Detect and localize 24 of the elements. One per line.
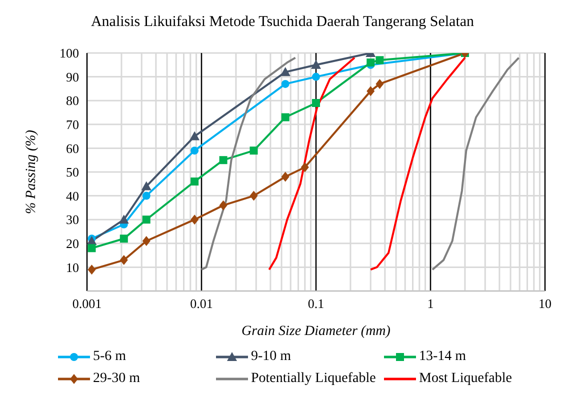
chart-title: Analisis Likuifaksi Metode Tsuchida Daerah Tangerang Selatan [90, 14, 474, 30]
y-axis-title: % Passing (%) [24, 130, 39, 214]
legend-label: Most Liquefable [419, 371, 512, 387]
x-tick-label: 0.01 [190, 296, 213, 312]
y-tick-label: 20 [66, 236, 79, 252]
x-axis-title: Grain Size Diameter (mm) [242, 324, 391, 339]
x-tick-label: 0.001 [72, 296, 102, 312]
x-tick-label: 1 [427, 296, 434, 312]
y-tick-label: 50 [66, 164, 79, 180]
y-tick-label: 100 [60, 46, 79, 61]
y-tick-label: 80 [66, 93, 79, 108]
y-tick-label: 10 [66, 260, 79, 275]
legend-label: Potentially Liquefable [251, 371, 376, 387]
x-tick-label: 0.1 [308, 296, 324, 312]
y-tick-label: 90 [66, 69, 79, 84]
y-tick-label: 40 [66, 188, 79, 204]
legend-label: 29-30 m [93, 371, 140, 387]
legend-label: 13-14 m [419, 349, 466, 365]
y-tick-label: 60 [66, 140, 79, 156]
legend-label: 9-10 m [251, 349, 292, 365]
legend-label: 5-6 m [93, 349, 126, 365]
y-tick-label: 70 [66, 117, 79, 132]
y-tick-label: 30 [66, 212, 79, 228]
x-tick-label: 10 [538, 296, 552, 312]
